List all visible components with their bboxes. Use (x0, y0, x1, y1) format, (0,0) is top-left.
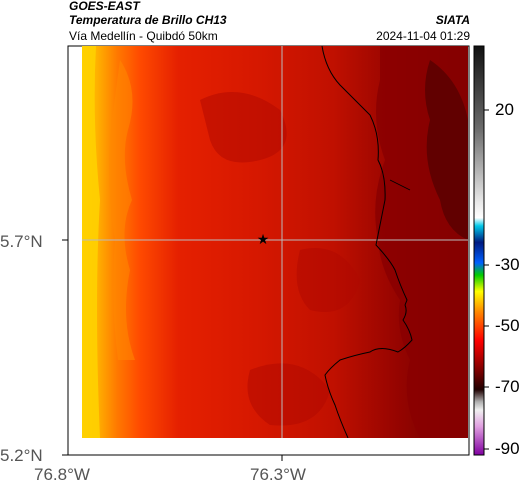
colorbar-tick-20: 20 (495, 100, 514, 119)
y-tick-5-2N: 5.2°N (0, 446, 43, 465)
y-tick-5-7N: 5.7°N (0, 232, 43, 251)
x-tick-76-3W: 76.3°W (250, 465, 306, 484)
colorbar-tick-marks (484, 109, 489, 450)
brightness-temperature-field (82, 46, 468, 438)
colorbar-tick-minus30: -30 (495, 255, 520, 274)
region-subtitle: Vía Medellín - Quibdó 50km (69, 29, 218, 43)
colorbar (473, 45, 485, 456)
colorbar-tick-minus50: -50 (495, 316, 520, 335)
satellite-title: GOES-EAST (69, 0, 140, 13)
product-title: Temperatura de Brillo CH13 (69, 13, 227, 27)
agency-label: SIATA (435, 13, 470, 27)
timestamp-label: 2024-11-04 01:29 (376, 29, 470, 43)
x-tick-76-8W: 76.8°W (34, 465, 90, 484)
colorbar-tick-minus70: -70 (495, 377, 520, 396)
star-marker: ★ (257, 231, 270, 247)
colorbar-tick-minus90: -90 (495, 439, 520, 458)
